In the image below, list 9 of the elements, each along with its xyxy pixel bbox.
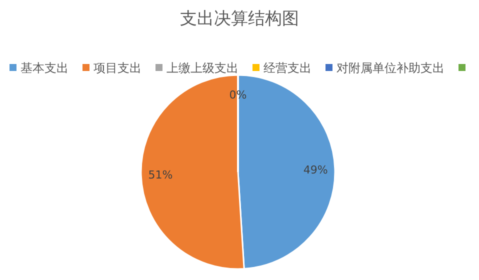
text: 0% xyxy=(229,88,247,102)
legend-label: 经营支出 xyxy=(264,61,312,75)
legend-label: 基本支出 xyxy=(20,61,68,75)
data-label: 51% xyxy=(148,168,173,182)
legend-label: 项目支出 xyxy=(94,61,142,75)
legend-label: 上缴上级支出 xyxy=(166,61,238,75)
data-label: 49% xyxy=(303,164,328,177)
legend-label: 对附属单位补助支出 xyxy=(336,61,444,75)
chart-title: 支出决算结构图 xyxy=(180,9,299,29)
